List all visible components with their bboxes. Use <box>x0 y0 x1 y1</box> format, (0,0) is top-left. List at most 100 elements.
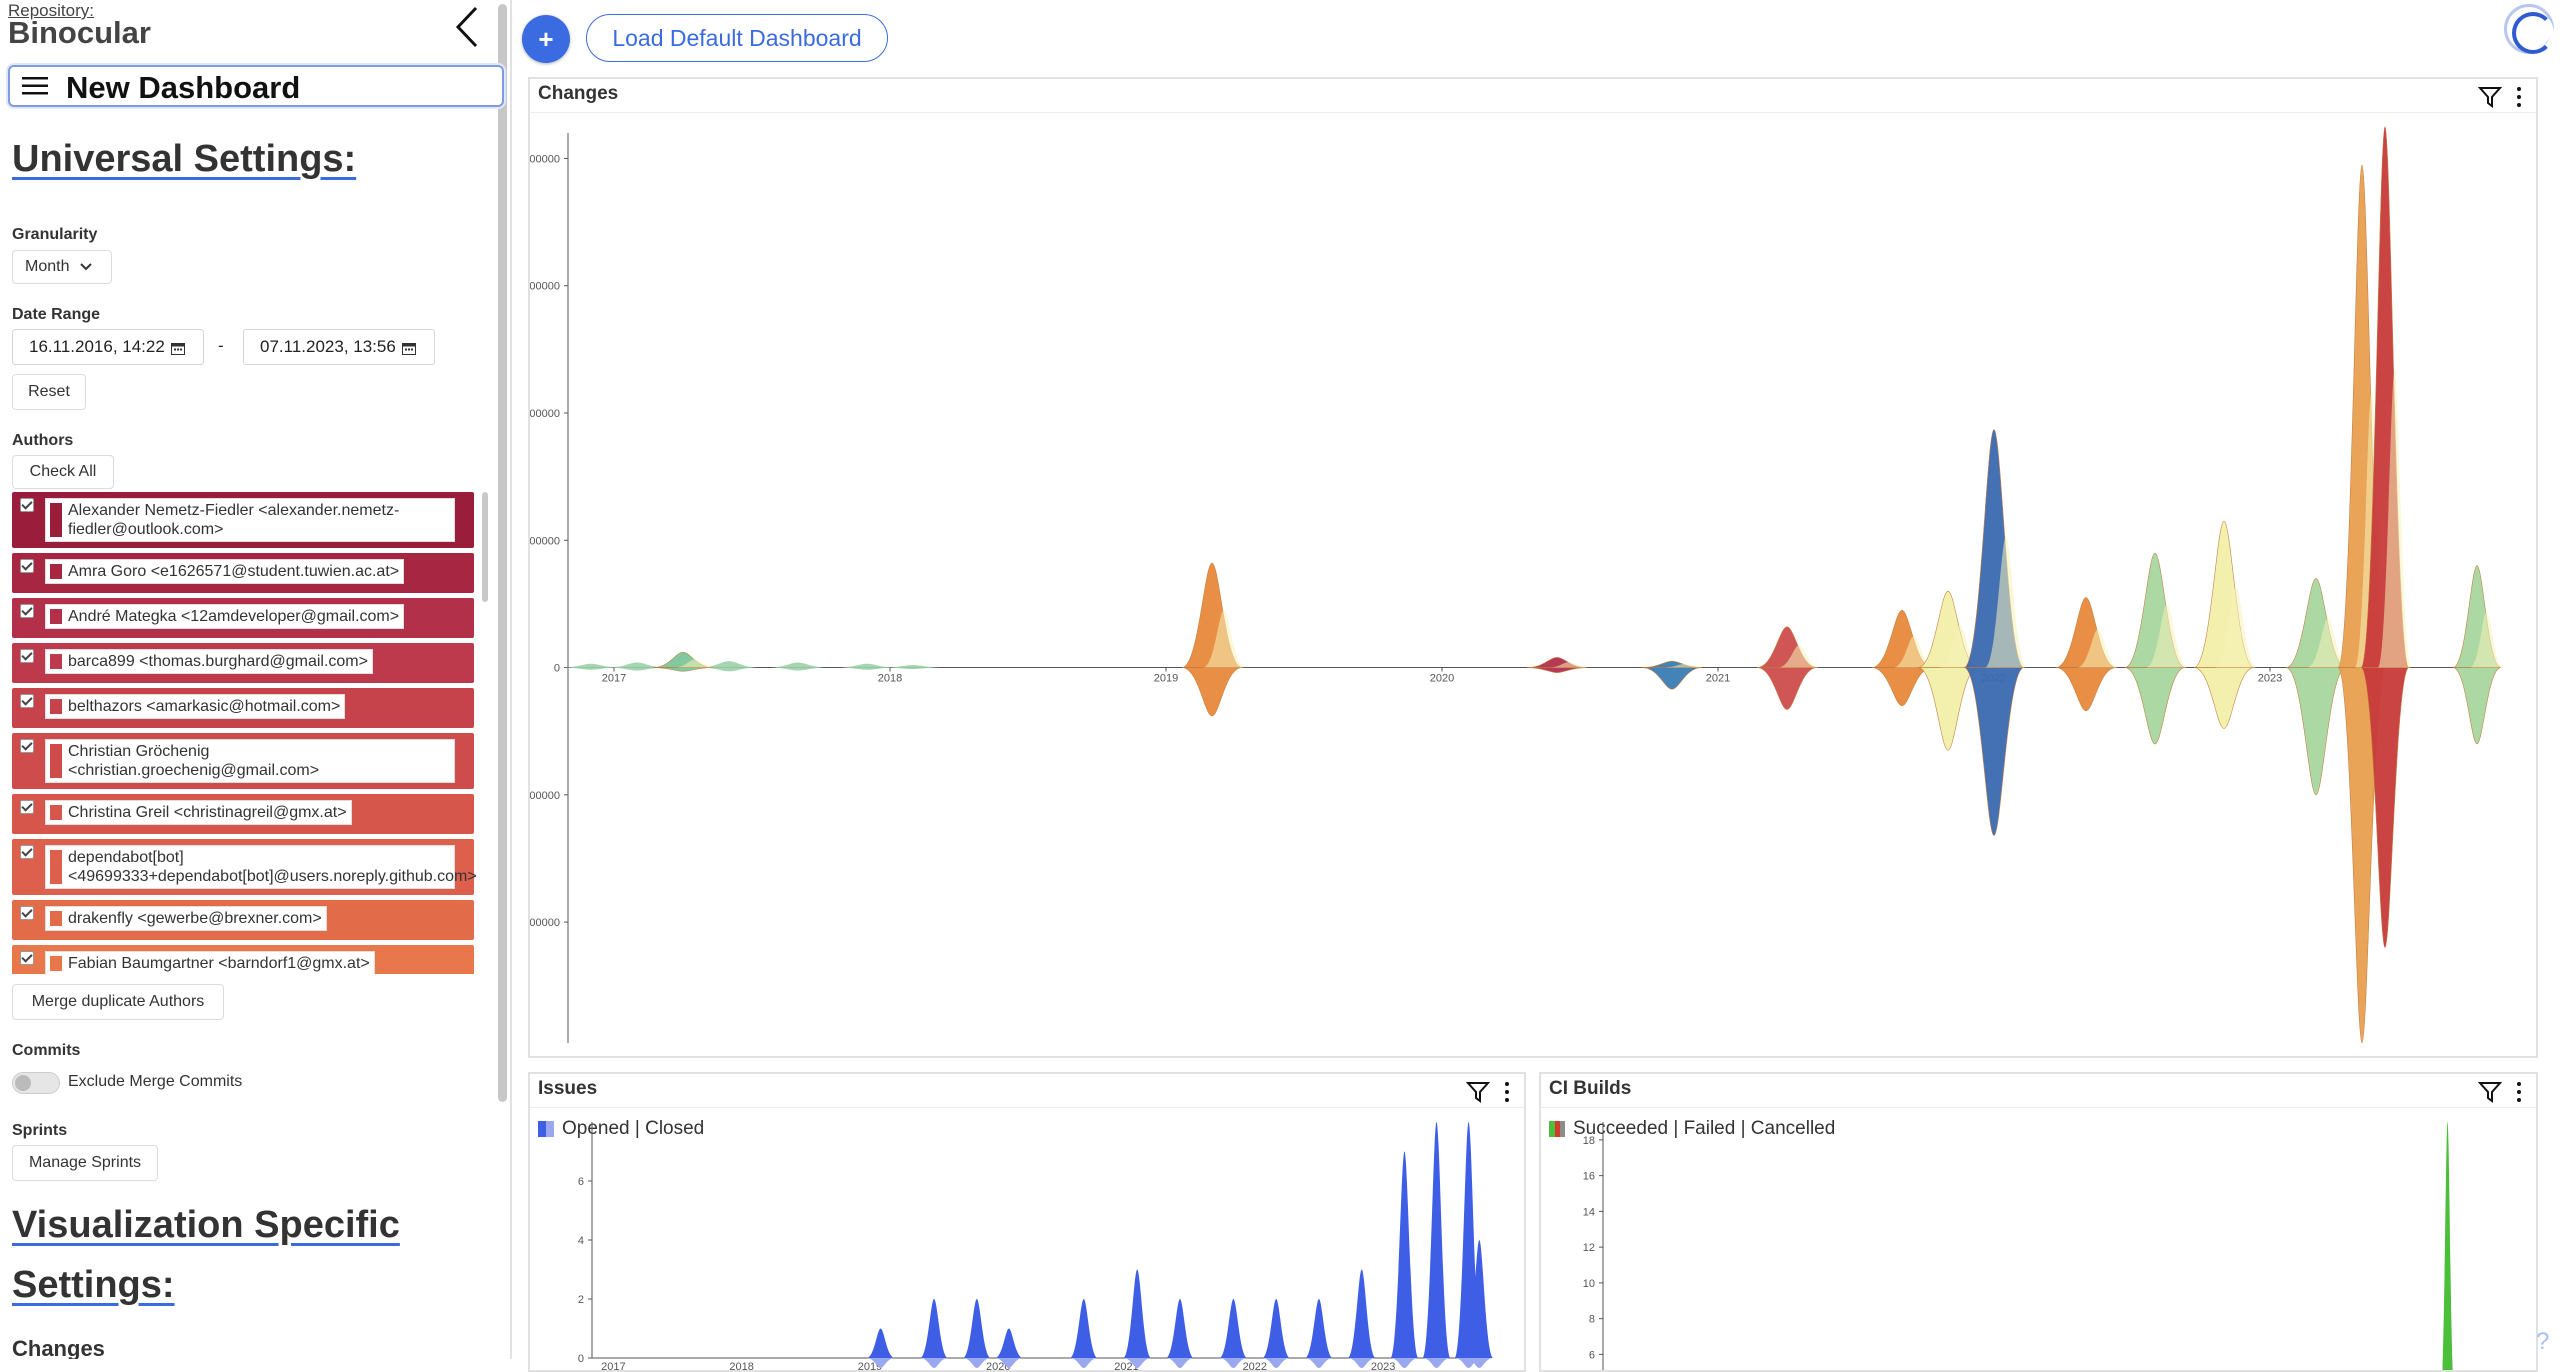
granularity-select[interactable]: Month <box>12 250 112 284</box>
author-checkbox[interactable] <box>20 604 34 618</box>
author-name-line: André Mategka <12amdeveloper@gmail.com> <box>68 608 400 625</box>
issues-opened-peak <box>1123 1269 1152 1358</box>
reset-date-button[interactable]: Reset <box>12 374 86 410</box>
author-color-swatch[interactable] <box>50 503 62 537</box>
author-color-swatch[interactable] <box>50 850 62 884</box>
issues-opened-peak <box>1422 1122 1451 1358</box>
stream-mark <box>883 667 943 670</box>
authors-label: Authors <box>12 432 74 449</box>
filter-icon[interactable] <box>2478 1080 2502 1104</box>
stream-layer <box>2377 370 2412 668</box>
author-email-line: <christian.groechenig@gmail.com> <box>68 762 320 779</box>
add-visualization-button[interactable]: + <box>522 15 570 63</box>
author-row[interactable]: Fabian Baumgartner <barndorf1@gmx.at> <box>12 945 474 974</box>
stream-layer <box>2146 604 2188 668</box>
stream-mark <box>561 663 621 668</box>
date-range-separator: - <box>218 336 224 355</box>
stream-peak-down <box>2452 667 2502 745</box>
ci-builds-panel-header: CI Builds <box>1541 1074 2536 1108</box>
ci-builds-panel-title: CI Builds <box>1549 1078 1632 1099</box>
issues-closed-peak <box>920 1358 949 1368</box>
author-color-swatch[interactable] <box>50 956 62 971</box>
stream-layer <box>2215 587 2257 668</box>
author-checkbox[interactable] <box>20 649 34 663</box>
merge-duplicate-authors-button[interactable]: Merge duplicate Authors <box>12 984 224 1020</box>
repository-label[interactable]: Repository: <box>8 1 94 20</box>
author-checkbox[interactable] <box>20 559 34 573</box>
more-options-icon[interactable] <box>1502 1080 1512 1104</box>
stream-mark <box>837 663 897 668</box>
filter-icon[interactable] <box>1466 1080 1490 1104</box>
author-color-swatch[interactable] <box>50 805 62 820</box>
y-tick-label: 18 <box>1583 1135 1595 1147</box>
y-tick-label: -100000 <box>530 790 560 802</box>
x-tick-label: 2021 <box>1706 673 1730 685</box>
sidebar-scrollbar[interactable] <box>498 4 507 1102</box>
stream-mark <box>883 665 943 668</box>
issues-legend-text: Opened | Closed <box>562 1118 705 1139</box>
author-checkbox[interactable] <box>20 498 34 512</box>
author-checkbox[interactable] <box>20 694 34 708</box>
collapse-sidebar-button[interactable] <box>448 2 488 52</box>
manage-sprints-button[interactable]: Manage Sprints <box>12 1145 158 1181</box>
author-row[interactable]: dependabot[bot] <49699333+dependabot[bot]… <box>12 839 477 895</box>
stream-peak-down <box>652 667 714 672</box>
author-row[interactable]: barca899 <thomas.burghard@gmail.com> <box>12 643 474 683</box>
exclude-merge-commits-label: Exclude Merge Commits <box>68 1073 243 1090</box>
author-email-line: fiedler@outlook.com> <box>68 521 224 538</box>
x-tick-label: 2022 <box>1243 1361 1267 1370</box>
author-color-swatch[interactable] <box>50 564 62 579</box>
date-to-input[interactable]: 07.11.2023, 13:56 <box>243 329 435 365</box>
author-color-swatch[interactable] <box>50 654 62 669</box>
exclude-merge-commits-toggle[interactable] <box>12 1072 60 1094</box>
dashboard-name-field[interactable]: New Dashboard <box>8 65 504 107</box>
author-email-line: <49699333+dependabot[bot]@users.noreply.… <box>68 868 477 885</box>
author-name-line: belthazors <amarkasic@hotmail.com> <box>68 698 341 715</box>
stream-peak-down <box>2055 667 2117 712</box>
author-checkbox[interactable] <box>20 739 34 753</box>
author-row[interactable]: drakenfly <gewerbe@brexner.com> <box>12 900 474 940</box>
stream-peak-down <box>2193 667 2255 729</box>
ci-areas <box>2442 1122 2453 1370</box>
stream-mark <box>607 662 667 668</box>
author-checkbox[interactable] <box>20 951 34 965</box>
author-checkbox[interactable] <box>20 845 34 859</box>
visualization-settings-heading: Visualization Specific <box>12 1204 400 1246</box>
calendar-icon[interactable] <box>402 342 416 355</box>
dashboard-name[interactable]: New Dashboard <box>66 70 301 105</box>
author-name-line: Alexander Nemetz-Fiedler <alexander.neme… <box>68 502 400 519</box>
help-button[interactable]: ? <box>2536 1328 2550 1355</box>
more-options-icon[interactable] <box>2514 85 2524 109</box>
sprints-label: Sprints <box>12 1122 68 1139</box>
author-checkbox[interactable] <box>20 800 34 814</box>
author-color-swatch[interactable] <box>50 911 62 926</box>
date-from-input[interactable]: 16.11.2016, 14:22 <box>12 329 204 365</box>
ci-succeeded-peak <box>2442 1122 2453 1370</box>
calendar-icon[interactable] <box>171 342 185 355</box>
author-color-swatch[interactable] <box>50 699 62 714</box>
author-row[interactable]: André Mategka <12amdeveloper@gmail.com> <box>12 598 474 638</box>
author-row[interactable]: Christina Greil <christinagreil@gmx.at> <box>12 794 474 834</box>
y-tick-label: 2 <box>578 1294 584 1306</box>
x-tick-label: 2023 <box>1371 1361 1395 1370</box>
author-row[interactable]: Amra Goro <e1626571@student.tuwien.ac.at… <box>12 553 474 593</box>
author-row[interactable]: Alexander Nemetz-Fiedler <alexander.neme… <box>12 492 474 548</box>
author-row[interactable]: Christian Gröchenig <christian.groechenig… <box>12 733 474 789</box>
authors-list: Alexander Nemetz-Fiedler <alexander.neme… <box>12 490 488 974</box>
author-checkbox[interactable] <box>20 906 34 920</box>
author-color-swatch[interactable] <box>50 744 62 778</box>
filter-icon[interactable] <box>2478 85 2502 109</box>
author-row[interactable]: belthazors <amarkasic@hotmail.com> <box>12 688 474 728</box>
authors-list-scrollbar[interactable] <box>482 492 488 602</box>
load-default-dashboard-button[interactable]: Load Default Dashboard <box>586 14 888 62</box>
menu-icon[interactable] <box>22 76 48 96</box>
check-all-authors-button[interactable]: Check All <box>12 455 114 489</box>
author-color-swatch[interactable] <box>50 609 62 624</box>
more-options-icon[interactable] <box>2514 1080 2524 1104</box>
stream-peak-down <box>1526 667 1588 673</box>
stream-layer <box>2077 629 2119 668</box>
changes-axes: 400000 300000 200000 100000 0 -100000 -200000 2… <box>530 133 2500 1043</box>
stream-mark <box>699 661 759 668</box>
stream-mark <box>837 667 897 670</box>
